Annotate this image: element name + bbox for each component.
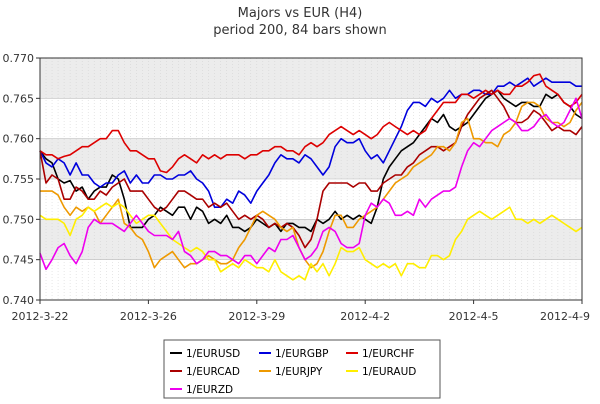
chart-subtitle: period 200, 84 bars shown <box>213 23 387 38</box>
series-lines <box>39 73 583 281</box>
legend-box <box>163 339 441 399</box>
legend-label: 1/EURUSD <box>186 348 240 360</box>
series-line-1eurchf <box>39 73 583 174</box>
axes: 0.740 0.745 0.750 0.755 0.760 0.765 0.770 2012-… <box>3 52 590 323</box>
y-tick-label: 0.760 <box>3 133 35 146</box>
x-tick-label: 2012-3-22 <box>12 310 69 323</box>
x-tick-label: 2012-4-9 <box>540 310 590 323</box>
y-tick-label: 0.745 <box>3 254 35 267</box>
y-tick-label: 0.740 <box>3 294 35 307</box>
y-tick-label: 0.750 <box>3 213 35 226</box>
y-tick-label: 0.755 <box>3 173 35 186</box>
x-tick-label: 2012-4-2 <box>340 310 390 323</box>
legend-label: 1/EURGBP <box>275 348 329 360</box>
y-tick-label: 0.770 <box>3 52 35 65</box>
x-tick-label: 2012-3-29 <box>228 310 285 323</box>
series-line-1eurjpy <box>40 101 583 269</box>
legend-label: 1/EURJPY <box>275 366 323 378</box>
legend-label: 1/EURZD <box>186 384 233 396</box>
legend: 1/EURUSD 1/EURGBP 1/EURCHF 1/EURCAD 1/EURJPY… <box>163 339 441 399</box>
x-tick-label: 2012-3-26 <box>120 310 177 323</box>
legend-label: 1/EURCAD <box>186 366 240 378</box>
x-tick-label: 2012-4-5 <box>449 310 499 323</box>
legend-label: 1/EURAUD <box>362 366 416 378</box>
y-tick-label: 0.765 <box>3 92 35 105</box>
series-line-1euraud <box>39 202 583 281</box>
legend-label: 1/EURCHF <box>362 348 415 360</box>
series-line-1eurzd <box>39 97 583 271</box>
chart-title: Majors vs EUR (H4) <box>238 6 363 21</box>
series-line-1eurcad <box>39 89 583 249</box>
